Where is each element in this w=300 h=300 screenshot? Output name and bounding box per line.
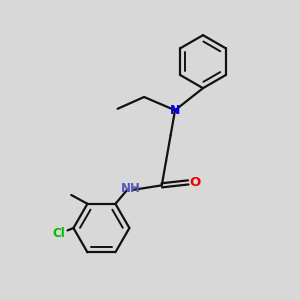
Text: N: N (170, 104, 180, 117)
Text: NH: NH (121, 182, 141, 195)
Text: O: O (189, 176, 200, 189)
Text: Cl: Cl (52, 227, 65, 240)
